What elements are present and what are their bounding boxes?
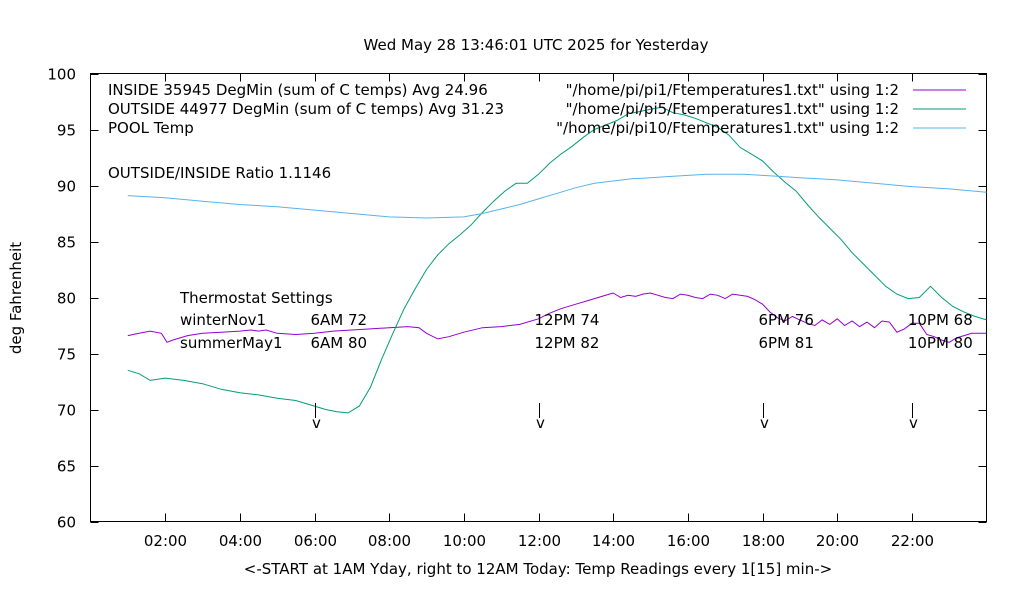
x-tick-label: 02:00 [144, 532, 187, 550]
x-tick-label: 06:00 [294, 532, 337, 550]
y-tick-label: 95 [57, 122, 76, 140]
thermostat-row-label: winterNov1 [180, 311, 266, 329]
thermostat-setting: 6AM 72 [311, 311, 368, 329]
thermostat-setting: 10PM 80 [908, 334, 973, 352]
y-tick-label: 65 [57, 458, 76, 476]
time-marker-arrow: v [760, 414, 769, 432]
ratio-annotation: OUTSIDE/INSIDE Ratio 1.1146 [108, 164, 331, 182]
x-tick-label: 08:00 [368, 532, 411, 550]
x-tick-label: 20:00 [816, 532, 859, 550]
x-tick-label: 18:00 [742, 532, 785, 550]
plot-frame [90, 73, 987, 522]
thermostat-setting: 6PM 76 [759, 311, 814, 329]
thermostat-setting: 12PM 74 [535, 311, 600, 329]
y-axis-label: deg Fahrenheit [7, 242, 25, 354]
thermostat-setting: 6PM 81 [759, 334, 814, 352]
time-marker-arrow: v [312, 414, 321, 432]
x-tick-label: 10:00 [443, 532, 486, 550]
axis-ticks: 60 65 70 75 80 85 90 95 100 02:00 04:00 06:00 08:00 1… [47, 66, 987, 550]
legend-file: "/home/pi/pi1/Ftemperatures1.txt" using … [566, 81, 899, 99]
legend-name: INSIDE 35945 DegMin (sum of C temps) Avg… [108, 81, 488, 99]
x-tick-label: 04:00 [219, 532, 262, 550]
legend-name: POOL Temp [108, 119, 194, 137]
time-marker-arrow: v [909, 414, 918, 432]
y-tick-label: 85 [57, 234, 76, 252]
thermostat-setting: 10PM 68 [908, 311, 973, 329]
time-marker-arrow: v [536, 414, 545, 432]
y-tick-label: 60 [57, 514, 76, 532]
series-line-0 [127, 292, 987, 343]
thermostat-setting: 6AM 80 [311, 334, 368, 352]
x-axis-label: <-START at 1AM Yday, right to 12AM Today… [244, 560, 832, 578]
x-tick-label: 16:00 [667, 532, 710, 550]
legend-file: "/home/pi/pi10/Ftemperatures1.txt" using… [556, 119, 899, 137]
thermostat-title: Thermostat Settings [179, 289, 333, 307]
y-tick-label: 90 [57, 178, 76, 196]
legend: INSIDE 35945 DegMin (sum of C temps) Avg… [108, 81, 966, 137]
series-layer [127, 106, 987, 414]
thermostat-setting: 12PM 82 [535, 334, 600, 352]
legend-name: OUTSIDE 44977 DegMin (sum of C temps) Av… [108, 100, 504, 118]
y-tick-label: 70 [57, 402, 76, 420]
annotations: OUTSIDE/INSIDE Ratio 1.1146 Thermostat Se… [108, 164, 973, 432]
y-tick-label: 75 [57, 346, 76, 364]
series-line-2 [127, 173, 987, 219]
y-tick-label: 80 [57, 290, 76, 308]
thermostat-row-label: summerMay1 [180, 334, 283, 352]
chart-title: Wed May 28 13:46:01 UTC 2025 for Yesterd… [364, 36, 709, 54]
y-tick-label: 100 [47, 66, 76, 84]
x-tick-label: 14:00 [592, 532, 635, 550]
series-line-1 [127, 106, 987, 414]
x-tick-label: 12:00 [518, 532, 561, 550]
x-tick-label: 22:00 [891, 532, 934, 550]
legend-file: "/home/pi/pi5/Ftemperatures1.txt" using … [566, 100, 899, 118]
